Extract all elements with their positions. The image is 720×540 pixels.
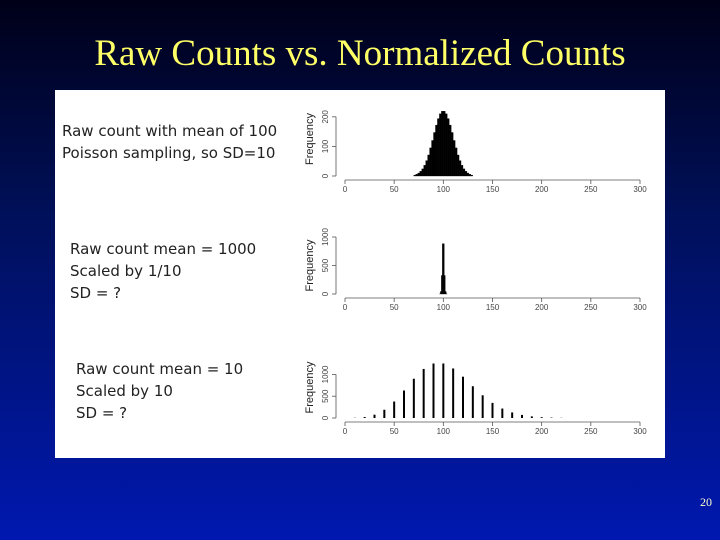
y-tick-label: 1000 bbox=[321, 365, 330, 383]
x-tick-label: 150 bbox=[486, 185, 500, 194]
annotation: Raw count mean = 10 bbox=[76, 360, 243, 378]
histogram-bar bbox=[423, 165, 426, 177]
annotation: SD = ? bbox=[70, 284, 121, 302]
histogram-bar bbox=[445, 113, 448, 177]
annotation: Poisson sampling, so SD=10 bbox=[62, 144, 275, 162]
y-tick-label: 0 bbox=[321, 291, 330, 296]
x-tick-label: 0 bbox=[343, 427, 348, 436]
x-tick-label: 150 bbox=[486, 427, 500, 436]
page-number: 20 bbox=[700, 495, 712, 509]
annotation: Raw count with mean of 100 bbox=[62, 122, 277, 140]
x-tick-label: 300 bbox=[633, 303, 647, 312]
histogram-bar bbox=[437, 118, 440, 177]
bar bbox=[432, 363, 435, 418]
histogram-bar bbox=[429, 147, 432, 177]
x-tick-label: 200 bbox=[535, 427, 549, 436]
histogram-bar bbox=[460, 165, 464, 177]
histogram-bar bbox=[449, 124, 452, 177]
histogram-bar bbox=[454, 147, 458, 177]
bar bbox=[540, 417, 543, 418]
x-tick-label: 100 bbox=[437, 185, 451, 194]
histogram-bar bbox=[453, 140, 456, 177]
bar bbox=[471, 386, 474, 418]
histogram-bar bbox=[413, 174, 416, 177]
bar bbox=[530, 416, 533, 418]
panel bbox=[55, 90, 665, 458]
x-tick-label: 300 bbox=[633, 427, 647, 436]
histogram-bar bbox=[443, 243, 445, 295]
histogram-bar bbox=[444, 275, 446, 295]
annotation: Scaled by 1/10 bbox=[70, 262, 182, 280]
y-tick-label: 100 bbox=[321, 139, 330, 153]
x-tick-label: 150 bbox=[486, 303, 500, 312]
x-tick-label: 100 bbox=[437, 427, 451, 436]
bar bbox=[501, 408, 504, 418]
histogram-bar bbox=[466, 172, 470, 177]
x-tick-label: 200 bbox=[535, 185, 549, 194]
histogram-bar bbox=[433, 132, 436, 177]
bar bbox=[452, 368, 455, 418]
histogram-bar bbox=[443, 111, 446, 177]
bar bbox=[393, 401, 396, 418]
histogram-bar bbox=[445, 291, 447, 295]
histogram-bar bbox=[419, 171, 422, 177]
histogram-bar bbox=[431, 140, 434, 177]
histogram-bar bbox=[456, 154, 460, 177]
y-tick-label: 200 bbox=[321, 110, 330, 124]
bar bbox=[412, 378, 415, 418]
annotation: Scaled by 10 bbox=[76, 382, 173, 400]
bar bbox=[521, 414, 523, 418]
histogram-bar bbox=[462, 168, 466, 177]
histogram-bar bbox=[464, 171, 468, 177]
bar bbox=[462, 376, 464, 418]
histogram-bar bbox=[468, 174, 472, 177]
histogram-bar bbox=[421, 168, 424, 177]
x-tick-label: 250 bbox=[584, 303, 598, 312]
y-axis-label: Frequency bbox=[304, 239, 316, 291]
slide-title: Raw Counts vs. Normalized Counts bbox=[94, 33, 625, 74]
y-tick-label: 1000 bbox=[321, 228, 330, 246]
histogram-bar bbox=[458, 160, 462, 177]
annotation: SD = ? bbox=[76, 404, 127, 422]
bar bbox=[491, 402, 494, 418]
histogram-bar bbox=[435, 124, 438, 177]
x-tick-label: 100 bbox=[437, 303, 451, 312]
x-tick-label: 250 bbox=[584, 185, 598, 194]
histogram-bar bbox=[415, 174, 418, 177]
y-tick-label: 0 bbox=[321, 173, 330, 178]
bar bbox=[363, 416, 366, 418]
histogram-bar bbox=[447, 118, 450, 177]
x-tick-label: 50 bbox=[390, 185, 399, 194]
x-tick-label: 0 bbox=[343, 303, 348, 312]
y-tick-label: 0 bbox=[321, 415, 330, 420]
y-axis-label: Frequency bbox=[304, 113, 316, 165]
x-tick-label: 250 bbox=[584, 427, 598, 436]
histogram-bar bbox=[425, 160, 428, 177]
bar bbox=[383, 409, 386, 418]
x-tick-label: 50 bbox=[390, 303, 399, 312]
y-tick-label: 500 bbox=[321, 389, 330, 403]
annotation: Raw count mean = 1000 bbox=[70, 240, 256, 258]
histogram-bar bbox=[451, 132, 454, 177]
bar bbox=[403, 390, 405, 418]
bar bbox=[481, 395, 484, 418]
x-tick-label: 50 bbox=[390, 427, 399, 436]
x-tick-label: 0 bbox=[343, 185, 348, 194]
histogram-bar bbox=[441, 111, 444, 177]
x-tick-label: 300 bbox=[633, 185, 647, 194]
x-tick-label: 200 bbox=[535, 303, 549, 312]
histogram-bar bbox=[427, 154, 430, 177]
bar bbox=[511, 412, 514, 418]
bar bbox=[373, 414, 376, 418]
y-axis-label: Frequency bbox=[304, 361, 316, 413]
bar bbox=[422, 368, 425, 418]
y-tick-label: 500 bbox=[321, 258, 330, 272]
histogram-bar bbox=[470, 174, 473, 177]
bar bbox=[442, 363, 445, 418]
histogram-bar bbox=[417, 172, 420, 177]
histogram-bar bbox=[439, 113, 442, 177]
